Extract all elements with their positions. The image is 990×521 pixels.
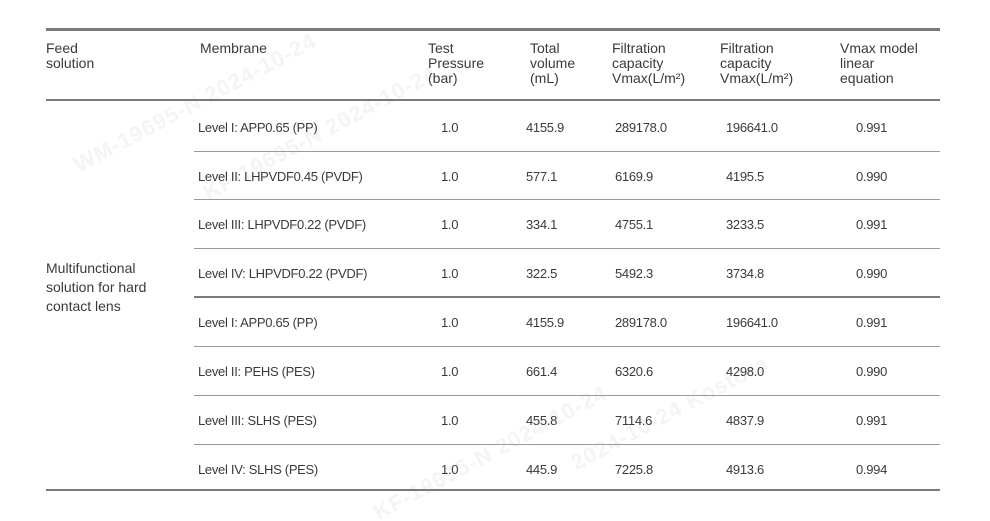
- header-membrane: Membrane: [200, 40, 267, 56]
- capacity1-cell: 4755.1: [615, 217, 653, 232]
- capacity2-cell: 3233.5: [726, 217, 764, 232]
- header-feed-solution: Feed solution: [46, 40, 95, 71]
- volume-cell: 4155.9: [526, 120, 564, 135]
- capacity1-cell: 289178.0: [615, 120, 667, 135]
- group-divider: [194, 296, 940, 298]
- pressure-cell: 1.0: [441, 462, 459, 477]
- membrane-cell: Level II: LHPVDF0.45 (PVDF): [198, 169, 363, 184]
- header-filtration-capacity-1: Filtration capacity Vmax(L/m²): [612, 40, 686, 86]
- table-top-rule: [46, 28, 940, 31]
- membrane-cell: Level III: LHPVDF0.22 (PVDF): [198, 217, 366, 232]
- membrane-cell: Level IV: LHPVDF0.22 (PVDF): [198, 266, 368, 281]
- pressure-cell: 1.0: [441, 266, 459, 281]
- equation-cell: 0.994: [856, 462, 888, 477]
- table-row: Level II: LHPVDF0.45 (PVDF) 1.0 577.1 61…: [194, 153, 940, 201]
- table-row: Level III: LHPVDF0.22 (PVDF) 1.0 334.1 4…: [194, 201, 940, 249]
- equation-cell: 0.990: [856, 169, 888, 184]
- table-row: Level II: PEHS (PES) 1.0 661.4 6320.6 42…: [194, 348, 940, 396]
- feed-solution-cell: Multifunctional solution for hard contac…: [46, 260, 147, 314]
- pressure-cell: 1.0: [441, 315, 459, 330]
- equation-cell: 0.991: [856, 315, 888, 330]
- pressure-cell: 1.0: [441, 413, 459, 428]
- equation-cell: 0.991: [856, 120, 888, 135]
- table-row: Level IV: LHPVDF0.22 (PVDF) 1.0 322.5 54…: [194, 250, 940, 298]
- table-row: Level I: APP0.65 (PP) 1.0 4155.9 289178.…: [194, 299, 940, 347]
- volume-cell: 577.1: [526, 169, 558, 184]
- equation-cell: 0.990: [856, 364, 888, 379]
- pressure-cell: 1.0: [441, 120, 459, 135]
- table-row: Level IV: SLHS (PES) 1.0 445.9 7225.8 49…: [194, 446, 940, 494]
- table-row: Level I: APP0.65 (PP) 1.0 4155.9 289178.…: [194, 104, 940, 152]
- table-header: Feed solution Membrane Test Pressure (ba…: [46, 31, 940, 100]
- membrane-cell: Level II: PEHS (PES): [198, 364, 315, 379]
- capacity2-cell: 196641.0: [726, 120, 778, 135]
- equation-cell: 0.990: [856, 266, 888, 281]
- capacity2-cell: 4195.5: [726, 169, 764, 184]
- capacity2-cell: 196641.0: [726, 315, 778, 330]
- pressure-cell: 1.0: [441, 364, 459, 379]
- header-total-volume: Total volume (mL): [530, 40, 576, 86]
- row-divider: [194, 199, 940, 200]
- row-divider: [194, 395, 940, 396]
- row-divider: [194, 151, 940, 152]
- membrane-cell: Level IV: SLHS (PES): [198, 462, 318, 477]
- capacity1-cell: 6320.6: [615, 364, 653, 379]
- table-header-rule: [46, 99, 940, 101]
- row-divider: [194, 444, 940, 445]
- table-row: Level III: SLHS (PES) 1.0 455.8 7114.6 4…: [194, 397, 940, 445]
- volume-cell: 445.9: [526, 462, 558, 477]
- volume-cell: 334.1: [526, 217, 558, 232]
- capacity2-cell: 4837.9: [726, 413, 764, 428]
- volume-cell: 322.5: [526, 266, 558, 281]
- pressure-cell: 1.0: [441, 217, 459, 232]
- membrane-cell: Level III: SLHS (PES): [198, 413, 317, 428]
- pressure-cell: 1.0: [441, 169, 459, 184]
- capacity1-cell: 289178.0: [615, 315, 667, 330]
- capacity2-cell: 4913.6: [726, 462, 764, 477]
- volume-cell: 4155.9: [526, 315, 564, 330]
- header-vmax-equation: Vmax model linear equation: [840, 40, 918, 86]
- header-filtration-capacity-2: Filtration capacity Vmax(L/m²): [720, 40, 794, 86]
- capacity1-cell: 5492.3: [615, 266, 653, 281]
- capacity1-cell: 6169.9: [615, 169, 653, 184]
- capacity2-cell: 3734.8: [726, 266, 764, 281]
- capacity1-cell: 7114.6: [615, 413, 652, 428]
- membrane-cell: Level I: APP0.65 (PP): [198, 315, 318, 330]
- equation-cell: 0.991: [856, 217, 888, 232]
- row-divider: [194, 346, 940, 347]
- capacity2-cell: 4298.0: [726, 364, 764, 379]
- equation-cell: 0.991: [856, 413, 888, 428]
- table-bottom-rule: [46, 489, 940, 491]
- row-divider: [194, 248, 940, 249]
- header-test-pressure: Test Pressure (bar): [428, 40, 485, 86]
- volume-cell: 661.4: [526, 364, 558, 379]
- capacity1-cell: 7225.8: [615, 462, 653, 477]
- volume-cell: 455.8: [526, 413, 558, 428]
- membrane-cell: Level I: APP0.65 (PP): [198, 120, 318, 135]
